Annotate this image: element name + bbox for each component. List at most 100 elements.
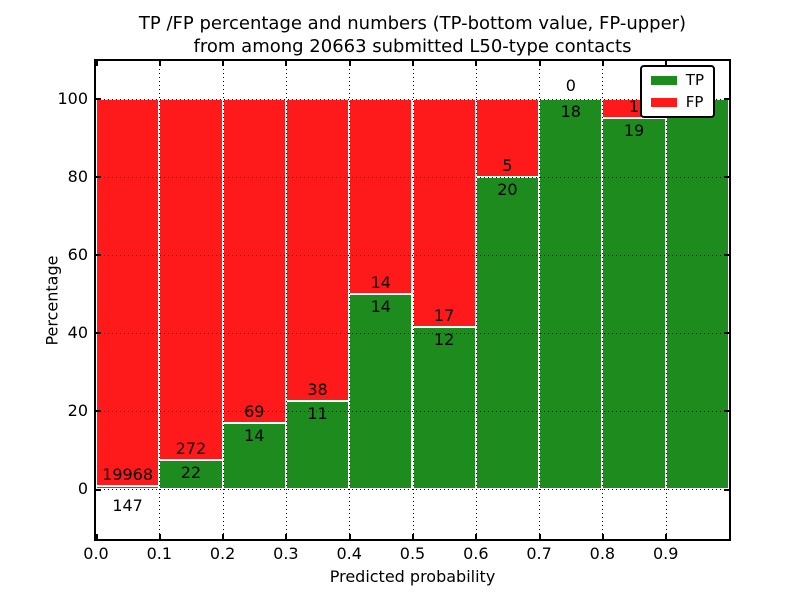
y-tick-label: 20: [67, 400, 88, 420]
y-tick: [96, 410, 101, 413]
x-tick: [665, 61, 668, 66]
x-tick: [538, 61, 541, 66]
y-tick: [724, 488, 729, 491]
y-tick: [96, 254, 101, 257]
tp-count-label: 14: [244, 426, 265, 446]
fp-count-label: 0: [565, 75, 576, 95]
y-tick-label: 100: [57, 88, 88, 108]
y-tick-label: 80: [67, 166, 88, 186]
v-gridline: [665, 61, 667, 539]
tp-count-label: 12: [433, 330, 455, 350]
tp-swatch: [650, 76, 677, 85]
x-tick-label: 0.4: [336, 544, 362, 563]
bar-segment-tp: [349, 293, 413, 489]
plot-area: 1996814727222691438111414171252001811902…: [94, 59, 731, 541]
bar-segment-tp: [602, 118, 666, 489]
bar-segment-fp: [159, 98, 223, 460]
v-gridline: [412, 61, 414, 539]
x-tick: [475, 534, 478, 539]
chart-title: TP /FP percentage and numbers (TP-bottom…: [94, 12, 731, 58]
bar-segment-tp: [665, 98, 729, 489]
y-tick: [724, 254, 729, 257]
x-tick: [538, 534, 541, 539]
fp-count-label: 38: [307, 380, 328, 400]
v-gridline: [539, 61, 541, 539]
x-tick-label: 0.3: [273, 544, 299, 563]
x-tick-label: 0.7: [526, 544, 552, 563]
v-gridline: [285, 61, 287, 539]
bar-segment-tp: [475, 176, 540, 489]
x-tick: [601, 61, 604, 66]
fp-count-label: 5: [502, 155, 513, 175]
x-tick-label: 0.1: [146, 544, 173, 563]
x-tick: [285, 534, 288, 539]
bar-segment-fp: [285, 98, 350, 402]
legend-item-tp: TP: [650, 71, 704, 89]
chart-title-line1: TP /FP percentage and numbers (TP-bottom…: [138, 13, 687, 34]
tp-count-label: 14: [370, 296, 391, 316]
x-tick: [222, 534, 225, 539]
x-tick: [348, 534, 351, 539]
y-tick: [724, 332, 729, 335]
x-tick-label: 0.9: [652, 544, 679, 563]
tp-count-label: 18: [560, 101, 581, 121]
y-tick-label: 40: [67, 322, 88, 342]
v-gridline: [475, 61, 477, 539]
tp-count-label: 20: [497, 179, 518, 199]
x-tick-label: 0.6: [463, 544, 489, 563]
y-tick: [96, 176, 101, 179]
x-tick: [158, 61, 161, 66]
x-tick: [348, 61, 351, 66]
tp-count-label: 11: [307, 404, 328, 424]
x-tick: [665, 534, 668, 539]
x-tick: [285, 61, 288, 66]
x-tick: [475, 61, 478, 66]
legend: TP FP: [639, 65, 715, 118]
chart-title-line2: from among 20663 submitted L50-type cont…: [193, 36, 632, 57]
bar-segment-fp: [475, 98, 540, 177]
y-tick-label: 0: [77, 479, 88, 498]
v-gridline: [222, 61, 224, 539]
tp-count-label: 22: [180, 462, 202, 482]
bar-segment-fp: [349, 98, 413, 294]
bar-segment-fp: [222, 98, 286, 424]
y-tick: [96, 332, 101, 335]
x-tick: [158, 534, 161, 539]
y-tick-label: 60: [67, 244, 88, 264]
tp-count-label: 147: [112, 496, 143, 515]
y-tick: [724, 98, 729, 100]
y-tick: [724, 176, 729, 179]
v-gridline: [602, 61, 604, 539]
y-tick: [96, 488, 101, 491]
fp-count-label: 14: [370, 272, 391, 292]
x-tick: [412, 61, 414, 66]
fp-swatch: [650, 98, 677, 107]
y-tick: [96, 98, 101, 100]
x-tick-label: 0.5: [399, 544, 426, 563]
legend-label-tp: TP: [685, 71, 704, 89]
y-tick: [724, 410, 729, 413]
x-tick: [222, 61, 225, 66]
v-gridline: [349, 61, 351, 539]
y-axis-label: Percentage: [42, 255, 62, 346]
legend-label-fp: FP: [685, 93, 704, 111]
bar-segment-fp: [412, 98, 476, 328]
legend-item-fp: FP: [650, 93, 704, 111]
x-tick-label: 0.8: [589, 544, 616, 563]
bar-segment-tp: [222, 423, 286, 489]
x-tick: [412, 534, 414, 539]
bar-segment-tp: [412, 327, 476, 489]
fp-count-label: 69: [244, 402, 265, 422]
fp-count-label: 17: [433, 306, 455, 326]
bar-segment-fp: [96, 98, 160, 487]
x-tick-label: 0.0: [83, 544, 109, 563]
x-tick: [601, 534, 604, 539]
x-axis-label: Predicted probability: [329, 567, 496, 586]
x-tick-label: 0.2: [209, 544, 236, 563]
fp-count-label: 1: [628, 97, 640, 117]
tp-count-label: 19: [623, 121, 645, 141]
bar-segment-tp: [285, 401, 350, 489]
x-tick: [95, 534, 98, 539]
x-tick: [95, 61, 98, 66]
